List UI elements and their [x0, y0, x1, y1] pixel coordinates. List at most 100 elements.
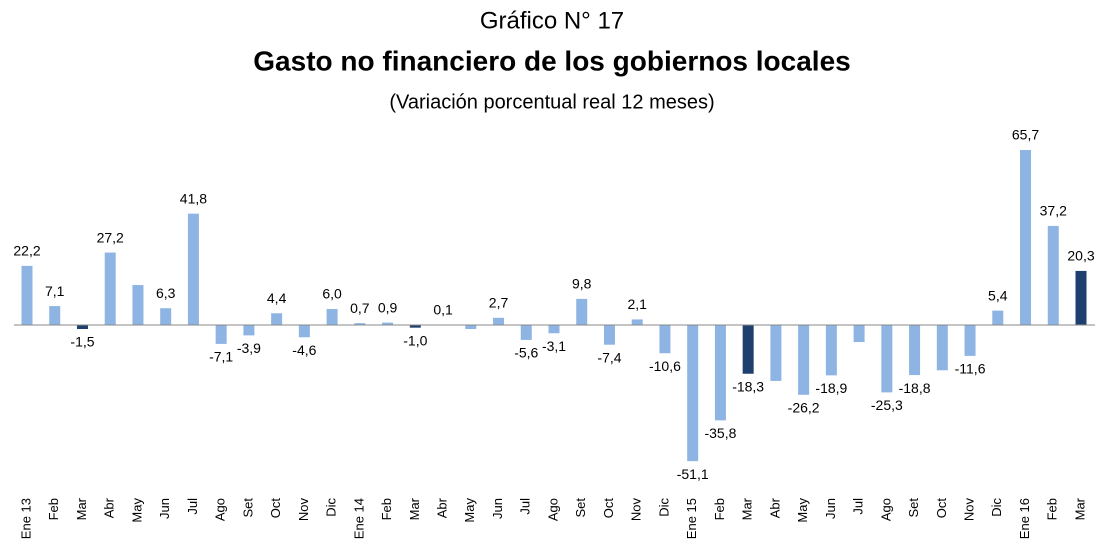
bar: [354, 323, 366, 325]
x-tick-label: Ago: [545, 498, 560, 521]
bar: [21, 265, 33, 325]
bar: [576, 298, 588, 325]
x-tick-label: Oct: [601, 498, 616, 519]
bar: [798, 325, 810, 395]
x-tick-label: Set: [573, 498, 588, 518]
chart-subtitle: Gasto no financiero de los gobiernos loc…: [253, 45, 850, 76]
x-tick-label: Jun: [823, 498, 838, 519]
x-tick-label: Nov: [629, 498, 644, 522]
value-label: -7,4: [597, 349, 621, 365]
x-tick-label: Ene 14: [351, 498, 366, 539]
x-tick-label: Set: [240, 498, 255, 518]
chart-title: Gráfico N° 17: [480, 7, 624, 34]
value-label: 2,1: [627, 296, 647, 312]
bar: [104, 252, 116, 325]
value-label: -11,6: [955, 361, 986, 377]
value-label: -18,3: [732, 378, 764, 394]
x-tick-label: Dic: [324, 498, 339, 517]
x-tick-label: Abr: [767, 497, 782, 518]
bar: [825, 325, 837, 376]
value-label: -4,6: [292, 342, 316, 358]
value-label: -35,8: [704, 425, 736, 441]
bar: [1020, 150, 1032, 325]
bar: [714, 325, 726, 421]
value-label: 0,7: [350, 300, 370, 316]
value-label: 0,9: [378, 299, 398, 315]
x-tick-label: Mar: [740, 497, 755, 520]
value-label: 65,7: [1012, 127, 1039, 143]
x-tick-label: Oct: [934, 498, 949, 519]
x-tick-label: Jun: [157, 498, 172, 519]
x-tick-label: Nov: [296, 498, 311, 522]
x-tick-label: Feb: [46, 498, 61, 520]
value-label: -1,0: [403, 332, 427, 348]
bar: [631, 319, 643, 325]
value-label: -25,3: [871, 397, 903, 413]
bar: [187, 213, 199, 325]
chart-note: (Variación porcentual real 12 meses): [389, 91, 714, 113]
bar: [1075, 270, 1087, 325]
value-label: 41,8: [180, 190, 207, 206]
value-label: -3,9: [237, 340, 261, 356]
x-tick-label: Dic: [656, 498, 671, 517]
x-tick-label: Mar: [1072, 497, 1087, 520]
bar: [49, 306, 61, 325]
bar: [548, 325, 560, 334]
value-label: 9,8: [572, 276, 592, 292]
x-tick-label: Feb: [712, 498, 727, 520]
value-label: -26,2: [788, 399, 820, 415]
bar: [687, 325, 699, 462]
value-label: 27,2: [97, 229, 124, 245]
bar: [853, 325, 865, 343]
value-label: 5,4: [988, 287, 1008, 303]
x-tick-label: Oct: [268, 498, 283, 519]
x-tick-label: Feb: [379, 498, 394, 520]
value-label: -1,5: [70, 334, 94, 350]
bar: [215, 325, 227, 344]
value-label: 22,2: [13, 243, 40, 259]
bar: [520, 325, 532, 340]
value-label: 6,3: [156, 285, 176, 301]
value-label: -10,6: [649, 358, 681, 374]
bar: [382, 322, 394, 325]
x-tick-label: Jul: [851, 498, 866, 515]
x-tick-label: May: [129, 498, 144, 523]
x-tick-label: Mar: [74, 497, 89, 520]
x-tick-label: Jul: [518, 498, 533, 515]
value-label: 20,3: [1067, 248, 1094, 264]
bar: [326, 309, 338, 325]
bar: [1047, 225, 1059, 325]
bar: [76, 325, 88, 329]
x-tick-label: Abr: [102, 497, 117, 518]
x-tick-label: Ago: [213, 498, 228, 521]
value-label: 37,2: [1040, 203, 1067, 219]
x-tick-label: Dic: [989, 498, 1004, 517]
bar: [132, 285, 144, 325]
x-tick-label: May: [795, 498, 810, 523]
bar: [603, 325, 615, 345]
value-label: 6,0: [322, 286, 342, 302]
x-tick-label: Ene 13: [18, 498, 33, 539]
value-label: -5,6: [514, 345, 538, 361]
value-label: -7,1: [209, 349, 233, 365]
bar: [493, 317, 505, 325]
bar: [271, 313, 283, 325]
x-tick-label: Ene 15: [684, 498, 699, 539]
value-label: -18,8: [899, 380, 931, 396]
value-label: 7,1: [45, 283, 65, 299]
x-tick-label: Feb: [1045, 498, 1060, 520]
bar: [964, 325, 976, 356]
bar: [909, 325, 921, 376]
value-label: 4,4: [267, 290, 287, 306]
bar: [243, 325, 255, 336]
x-tick-label: May: [462, 498, 477, 523]
value-label: -51,1: [677, 466, 709, 482]
bar: [742, 325, 754, 374]
x-tick-label: Nov: [961, 498, 976, 522]
x-tick-label: Jul: [185, 498, 200, 515]
x-tick-label: Jun: [490, 498, 505, 519]
value-label: -18,9: [815, 380, 847, 396]
bar: [160, 308, 172, 325]
x-tick-label: Ago: [878, 498, 893, 521]
